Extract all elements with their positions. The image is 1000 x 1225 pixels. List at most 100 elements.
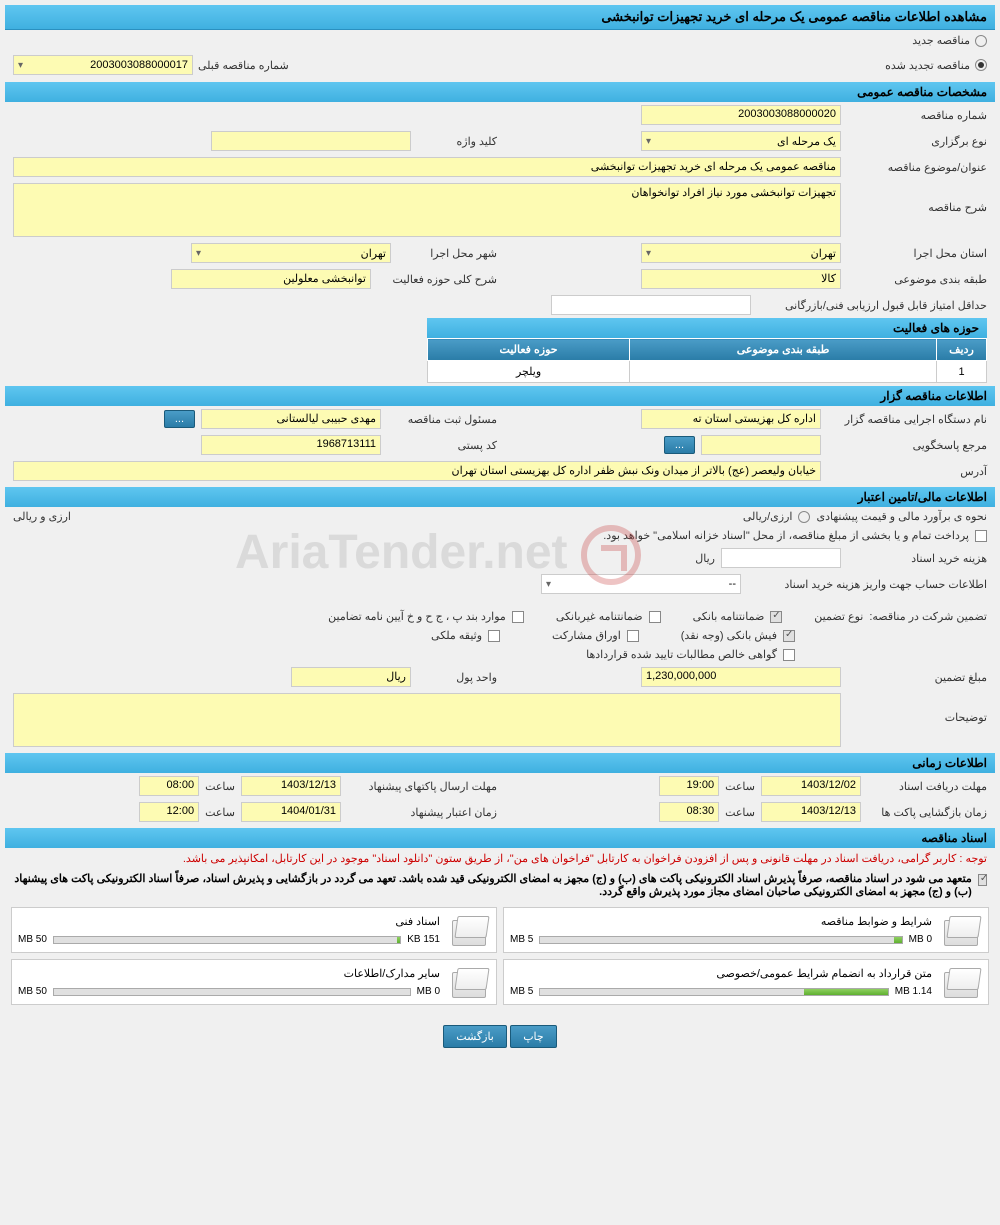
doc-progress-bar (539, 988, 888, 996)
label-tender-type: نوع برگزاری (847, 135, 987, 148)
page-title: مشاهده اطلاعات مناقصه عمومی یک مرحله ای … (5, 5, 995, 30)
label-tender-number: شماره مناقصه (847, 109, 987, 122)
label-offer-deadline: مهلت ارسال پاکتهای پیشنهاد (347, 780, 497, 793)
field-activity-desc: توانبخشی معلولین (171, 269, 371, 289)
field-payment-info[interactable]: -- ▾ (541, 574, 741, 594)
field-address: خیابان ولیعصر (عج) بالاتر از میدان ونک ن… (13, 461, 821, 481)
label-org: نام دستگاه اجرایی مناقصه گزار (827, 413, 987, 426)
field-doc-deadline-time: 19:00 (659, 776, 719, 796)
section-financial-header: اطلاعات مالی/تامین اعتبار (5, 487, 995, 507)
field-manager: مهدی حبیبی لیالستانی (201, 409, 381, 429)
field-city[interactable]: تهران ▾ (191, 243, 391, 263)
folder-icon (942, 914, 982, 946)
docs-note-red: توجه : کاربر گرامی، دریافت اسناد در مهلت… (5, 848, 995, 869)
label-bank-guarantee: ضمانتنامه بانکی (693, 610, 765, 623)
checkbox-docs-commitment[interactable] (978, 874, 987, 886)
check-clause[interactable] (512, 611, 524, 623)
field-offer-deadline-time: 08:00 (139, 776, 199, 796)
label-city: شهر محل اجرا (397, 247, 497, 260)
field-postal: 1968713111 (201, 435, 381, 455)
docs-note1: متعهد می شود در اسناد مناقصه، صرفاً پذیر… (13, 872, 972, 898)
label-manager: مسئول ثبت مناقصه (387, 413, 497, 426)
col-row: ردیف (937, 339, 987, 361)
check-property[interactable] (488, 630, 500, 642)
label-hour2: ساعت (205, 780, 235, 793)
check-contract-cert[interactable] (783, 649, 795, 661)
doc-progress-bar (539, 936, 902, 944)
label-guarantee-type: نوع تضمین (814, 610, 863, 623)
col-category: طبقه بندی موضوعی (630, 339, 937, 361)
doc-title: سایر مدارک/اطلاعات (18, 967, 440, 980)
label-doc-cost-unit: ریال (695, 552, 715, 565)
doc-title: شرایط و ضوابط مناقصه (510, 915, 932, 928)
ref-ellipsis-button[interactable]: ... (664, 436, 695, 454)
check-bank-slip[interactable] (783, 630, 795, 642)
section-holder-header: اطلاعات مناقصه گزار (5, 386, 995, 406)
field-category: کالا (641, 269, 841, 289)
radio-renewed-tender[interactable] (975, 59, 987, 71)
label-province: استان محل اجرا (847, 247, 987, 260)
section-docs-header: اسناد مناقصه (5, 828, 995, 848)
label-hour4: ساعت (205, 806, 235, 819)
doc-used: 1.14 MB (895, 986, 932, 997)
manager-ellipsis-button[interactable]: ... (164, 410, 195, 428)
field-org: اداره کل بهزیستی استان ته (641, 409, 821, 429)
label-opening: زمان بازگشایی پاکت ها (867, 806, 987, 819)
section-time-header: اطلاعات زمانی (5, 753, 995, 773)
print-button[interactable]: چاپ (510, 1025, 557, 1048)
field-doc-cost[interactable] (721, 548, 841, 568)
field-subject: مناقصه عمومی یک مرحله ای خرید تجهیزات تو… (13, 157, 841, 177)
doc-card[interactable]: سایر مدارک/اطلاعات 0 MB 50 MB (11, 959, 497, 1005)
back-button[interactable]: بازگشت (443, 1025, 507, 1048)
doc-progress-bar (53, 988, 411, 996)
doc-title: متن قرارداد به انضمام شرایط عمومی/خصوصی (510, 967, 932, 980)
checkbox-payment-note[interactable] (975, 530, 987, 542)
label-renewed-tender: مناقصه تجدید شده (885, 59, 970, 72)
doc-card[interactable]: متن قرارداد به انضمام شرایط عمومی/خصوصی … (503, 959, 989, 1005)
label-participation: اوراق مشارکت (552, 629, 621, 642)
field-min-score (551, 295, 751, 315)
label-doc-deadline: مهلت دریافت اسناد (867, 780, 987, 793)
folder-icon (450, 914, 490, 946)
label-min-score: حداقل امتیاز قابل قبول ارزیابی فنی/بازرگ… (757, 299, 987, 312)
label-estimate-radio: ارزی/ریالی (743, 510, 793, 523)
check-bank-guarantee[interactable] (770, 611, 782, 623)
chevron-down-icon: ▾ (646, 136, 651, 147)
doc-total: 50 MB (18, 934, 47, 945)
col-activity: حوزه فعالیت (428, 339, 630, 361)
label-subject: عنوان/موضوع مناقصه (847, 161, 987, 174)
radio-new-tender[interactable] (975, 35, 987, 47)
field-offer-deadline-date: 1403/12/13 (241, 776, 341, 796)
label-address: آدرس (827, 465, 987, 478)
label-doc-cost: هزینه خرید اسناد (847, 552, 987, 565)
field-tender-type[interactable]: یک مرحله ای ▾ (641, 131, 841, 151)
label-hour1: ساعت (725, 780, 755, 793)
field-validity-date: 1404/01/31 (241, 802, 341, 822)
doc-card[interactable]: شرایط و ضوابط مناقصه 0 MB 5 MB (503, 907, 989, 953)
field-province[interactable]: تهران ▾ (641, 243, 841, 263)
chevron-down-icon: ▾ (646, 248, 651, 259)
prev-number-select[interactable]: 2003003088000017 ▾ (13, 55, 193, 75)
check-nonbank[interactable] (649, 611, 661, 623)
field-tender-number: 2003003088000020 (641, 105, 841, 125)
doc-progress-bar (53, 936, 401, 944)
label-new-tender: مناقصه جدید (912, 34, 970, 47)
doc-card[interactable]: اسناد فنی 151 KB 50 MB (11, 907, 497, 953)
folder-icon (942, 966, 982, 998)
label-amount: مبلغ تضمین (847, 671, 987, 684)
label-clause: موارد بند پ ، ج ح و خ آیین نامه تضامین (328, 610, 506, 623)
field-keyword[interactable] (211, 131, 411, 151)
label-postal: کد پستی (387, 439, 497, 452)
field-amount: 1,230,000,000 (641, 667, 841, 687)
label-activity-desc: شرح کلی حوزه فعالیت (377, 273, 497, 286)
folder-icon (450, 966, 490, 998)
label-estimate: نحوه ی برآورد مالی و قیمت پیشنهادی (816, 510, 987, 523)
check-participation[interactable] (627, 630, 639, 642)
label-keyword: کلید واژه (417, 135, 497, 148)
chevron-down-icon: ▾ (196, 248, 201, 259)
label-payment-note: پرداخت تمام و یا بخشی از مبلغ مناقصه، از… (603, 529, 969, 542)
docs-grid: شرایط و ضوابط مناقصه 0 MB 5 MB اسناد فنی… (5, 901, 995, 1011)
doc-total: 5 MB (510, 986, 533, 997)
label-payment-info: اطلاعات حساب جهت واریز هزینه خرید اسناد (747, 578, 987, 591)
radio-estimate[interactable] (798, 511, 810, 523)
